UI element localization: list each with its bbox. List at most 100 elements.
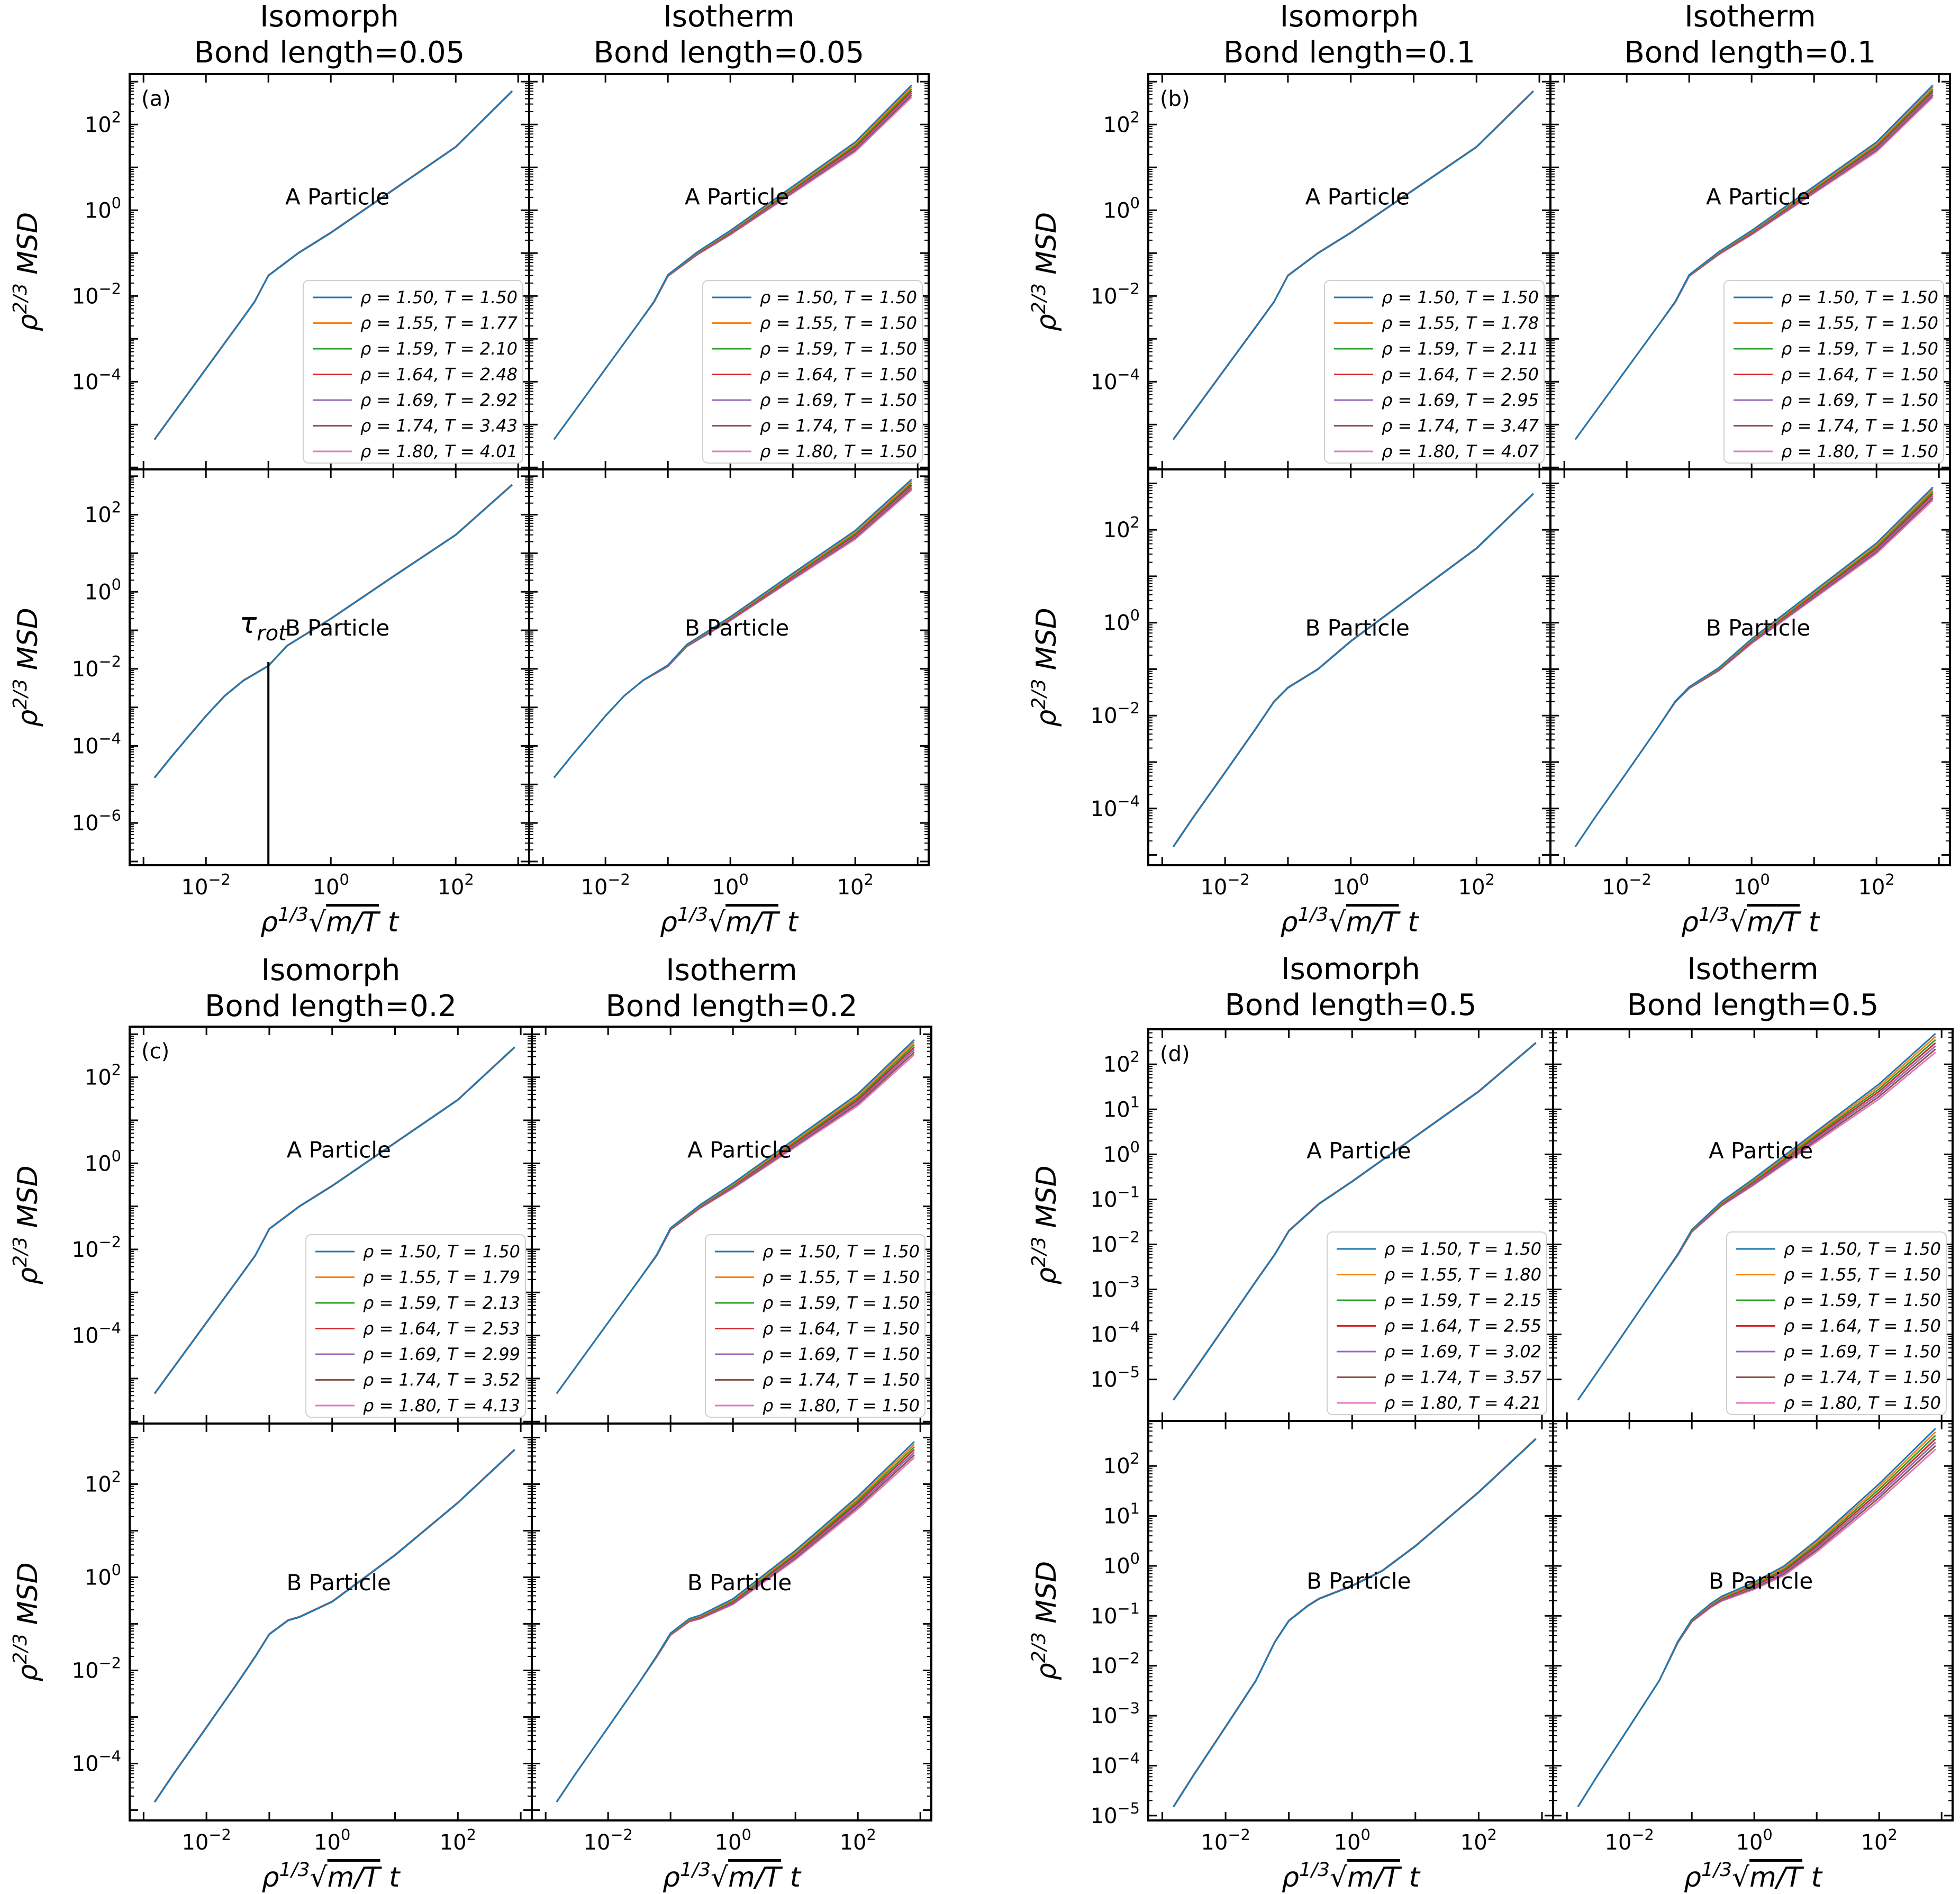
particle-label: B Particle xyxy=(687,1570,792,1596)
y-axis-label: ρ2/3 MSD xyxy=(10,608,44,727)
series-lines xyxy=(1577,1428,1936,1807)
legend-entry: ρ = 1.59, T = 2.11 xyxy=(1382,339,1539,359)
legend-box xyxy=(1723,280,1944,464)
axes-frame xyxy=(531,1422,932,1821)
legend-entry: ρ = 1.80, T = 1.50 xyxy=(760,441,917,461)
legend-entry: ρ = 1.55, T = 1.50 xyxy=(1784,1265,1941,1285)
x-axis-label: ρ1/3√m/T t xyxy=(1282,1859,1421,1893)
y-tick-label: 10−2 xyxy=(1091,699,1140,728)
isomorph-b-subplot: 10−4 10−2 100 102 10−2 100 102 B Particle ρ2/3 M… xyxy=(1028,468,1551,938)
x-axis-label: ρ1/3√m/T t xyxy=(260,904,400,938)
x-tick-label: 10−2 xyxy=(584,1826,633,1855)
isomorph-b-subplot: 10−5 10−4 10−3 10−2 10−1 100 101 102 10−2 100 102 B… xyxy=(1028,1420,1554,1893)
particle-label: A Particle xyxy=(287,1137,391,1163)
series-lines xyxy=(556,1039,915,1394)
series-line-2 xyxy=(1173,1438,1537,1808)
axes-frame xyxy=(1147,468,1551,866)
legend-entry: ρ = 1.59, T = 1.50 xyxy=(760,339,917,359)
legend-entry: ρ = 1.74, T = 3.52 xyxy=(363,1370,520,1390)
y-tick-label: 10−2 xyxy=(72,1233,121,1262)
y-tick-label: 10−4 xyxy=(72,1747,121,1776)
y-tick-label: 10−2 xyxy=(1091,1228,1140,1257)
legend-entry: ρ = 1.74, T = 3.47 xyxy=(1382,416,1539,436)
y-tick-label: 101 xyxy=(1103,1093,1140,1122)
series-line-4 xyxy=(154,1449,515,1802)
x-tick-label: 102 xyxy=(840,1826,876,1855)
legend-box xyxy=(303,280,523,464)
isotherm-b-subplot: 10−2 100 102 B Particle ρ1/3√m/T t xyxy=(528,468,930,938)
series-lines xyxy=(553,478,912,778)
legend-entry: ρ = 1.69, T = 2.95 xyxy=(1382,390,1539,410)
series-line-1 xyxy=(1574,486,1934,847)
y-tick-label: 10−2 xyxy=(72,653,121,682)
y-tick-label: 10−5 xyxy=(1091,1799,1140,1828)
legend-box xyxy=(705,1234,925,1418)
y-tick-label: 100 xyxy=(85,194,121,223)
particle-label: A Particle xyxy=(1706,184,1810,210)
legend-entry: ρ = 1.74, T = 1.50 xyxy=(1784,1367,1941,1388)
legend-entry: ρ = 1.59, T = 1.50 xyxy=(1784,1290,1941,1310)
y-tick-label: 10−2 xyxy=(72,1654,121,1683)
isotherm-a-subplot: A Particle ρ = 1.50, T = 1.50 ρ = 1.55, T … xyxy=(528,73,930,470)
particle-label: A Particle xyxy=(1306,1138,1411,1164)
legend-entry: ρ = 1.69, T = 2.92 xyxy=(360,390,518,410)
x-tick-label: 100 xyxy=(1332,871,1369,900)
y-tick-label: 10−1 xyxy=(1091,1599,1140,1628)
series-line-1 xyxy=(1173,493,1534,848)
legend-entry: ρ = 1.69, T = 1.50 xyxy=(1784,1342,1941,1362)
legend-entry: ρ = 1.55, T = 1.79 xyxy=(363,1267,520,1288)
y-tick-label: 10−2 xyxy=(1091,1650,1140,1679)
y-tick-label: 10−3 xyxy=(1091,1699,1140,1728)
legend-entry: ρ = 1.50, T = 1.50 xyxy=(1784,1239,1941,1259)
isotherm-b-subplot: 10−2 100 102 B Particle ρ1/3√m/T t xyxy=(1552,1420,1954,1893)
legend: ρ = 1.50, T = 1.50 ρ = 1.55, T = 1.79 ρ = … xyxy=(305,1234,526,1418)
y-tick-label: 10−4 xyxy=(72,365,121,394)
series-line-7 xyxy=(556,1457,915,1802)
isotherm-a-subplot: A Particle ρ = 1.50, T = 1.50 ρ = 1.55, T … xyxy=(1549,73,1951,470)
y-tick-label: 102 xyxy=(1103,1449,1140,1479)
series-line-1 xyxy=(153,90,513,440)
y-tick-label: 102 xyxy=(85,499,121,528)
legend-entry: ρ = 1.55, T = 1.78 xyxy=(1382,313,1539,333)
series-line-1 xyxy=(1173,90,1534,440)
isotherm-a-subplot: A Particle ρ = 1.50, T = 1.50 ρ = 1.55, T … xyxy=(1552,1028,1954,1422)
series-line-1 xyxy=(1577,1428,1936,1807)
legend-entry: ρ = 1.59, T = 2.10 xyxy=(360,339,518,359)
legend: ρ = 1.50, T = 1.50 ρ = 1.55, T = 1.50 ρ = … xyxy=(1726,1231,1947,1415)
y-axis-label: ρ2/3 MSD xyxy=(1028,212,1063,331)
x-axis-label: ρ1/3√m/T t xyxy=(660,904,799,938)
legend-entry: ρ = 1.55, T = 1.77 xyxy=(360,313,518,333)
x-tick-label: 102 xyxy=(1858,871,1895,900)
y-tick-label: 102 xyxy=(1103,513,1140,542)
legend-entry: ρ = 1.50, T = 1.50 xyxy=(763,1241,920,1262)
legend-entry: ρ = 1.50, T = 1.50 xyxy=(1382,287,1539,307)
legend-box xyxy=(1327,1231,1547,1415)
series-line-3 xyxy=(1574,491,1934,847)
bond-length-title: Bond length=0.5 xyxy=(1225,988,1477,1022)
x-tick-label: 100 xyxy=(313,871,349,900)
legend-entry: ρ = 1.74, T = 1.50 xyxy=(763,1370,920,1390)
panel-label: (c) xyxy=(141,1039,169,1064)
x-tick-label: 102 xyxy=(1458,871,1495,900)
legend-entry: ρ = 1.80, T = 1.50 xyxy=(763,1395,920,1416)
particle-label: B Particle xyxy=(1709,1568,1813,1594)
y-tick-label: 10−3 xyxy=(1091,1273,1140,1302)
particle-label: A Particle xyxy=(285,184,389,210)
series-line-1 xyxy=(553,84,912,440)
y-axis-label: ρ2/3 MSD xyxy=(10,1165,44,1284)
y-axis-label: ρ2/3 MSD xyxy=(1028,1165,1063,1284)
x-tick-label: 102 xyxy=(837,871,874,900)
y-tick-label: 10−4 xyxy=(1091,1318,1140,1347)
x-tick-label: 10−2 xyxy=(182,1826,231,1855)
isotherm-b-subplot: 10−2 100 102 B Particle ρ1/3√m/T t xyxy=(1549,468,1951,938)
isomorph-title: Isomorph xyxy=(260,0,399,34)
legend-entry: ρ = 1.64, T = 2.53 xyxy=(363,1319,520,1339)
series-line-4 xyxy=(1173,1438,1537,1808)
panel-label: (a) xyxy=(141,87,171,111)
series-line-1 xyxy=(556,1441,915,1802)
x-tick-label: 100 xyxy=(1734,871,1770,900)
legend-entry: ρ = 1.74, T = 1.50 xyxy=(760,416,917,436)
